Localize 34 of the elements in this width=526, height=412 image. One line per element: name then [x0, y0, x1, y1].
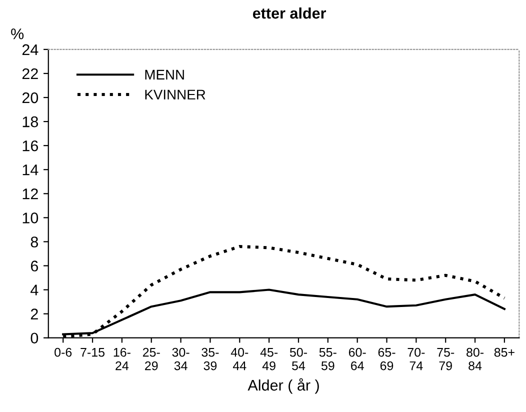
chart-title: etter alder	[252, 7, 326, 19]
x-tick-label: 80- 84	[466, 348, 484, 370]
x-tick-label: 65- 69	[378, 348, 396, 370]
x-tick-label: 0-6	[54, 348, 72, 357]
x-tick-label: 75- 79	[437, 348, 454, 370]
x-tick-label: 50- 54	[290, 348, 307, 370]
y-tick-label: 22	[22, 68, 38, 80]
y-tick-label: 18	[22, 116, 38, 128]
y-tick-label: 4	[30, 284, 38, 296]
y-tick-label: 8	[30, 236, 38, 248]
x-tick-label: 60- 64	[348, 348, 366, 370]
y-tick-label: 10	[22, 212, 38, 224]
x-tick-label: 85+	[494, 348, 514, 357]
x-tick-label: 40- 44	[230, 348, 248, 370]
y-tick-label: 2	[30, 308, 38, 320]
y-axis-title: %	[11, 28, 24, 40]
x-tick-label: 45- 49	[260, 348, 278, 370]
y-tick-label: 20	[22, 92, 38, 104]
x-tick-label: 70- 74	[408, 348, 425, 370]
y-tick-label: 24	[22, 44, 38, 55]
x-tick-label: 16- 24	[114, 348, 130, 370]
y-tick-label: 12	[22, 188, 38, 200]
x-tick-label: 35- 39	[202, 348, 219, 370]
x-tick-label: 25- 29	[142, 348, 160, 370]
legend-label: KVINNER	[145, 90, 206, 100]
y-tick-label: 0	[30, 332, 38, 344]
x-axis-title: Alder ( år )	[248, 378, 319, 394]
x-tick-label: 7-15	[80, 348, 105, 357]
legend-label: MENN	[145, 70, 184, 80]
y-tick-label: 14	[22, 164, 38, 176]
x-tick-label: 55- 59	[319, 348, 336, 370]
y-tick-label: 16	[22, 140, 38, 152]
x-tick-label: 30- 34	[172, 348, 190, 370]
y-tick-label: 6	[30, 260, 38, 272]
